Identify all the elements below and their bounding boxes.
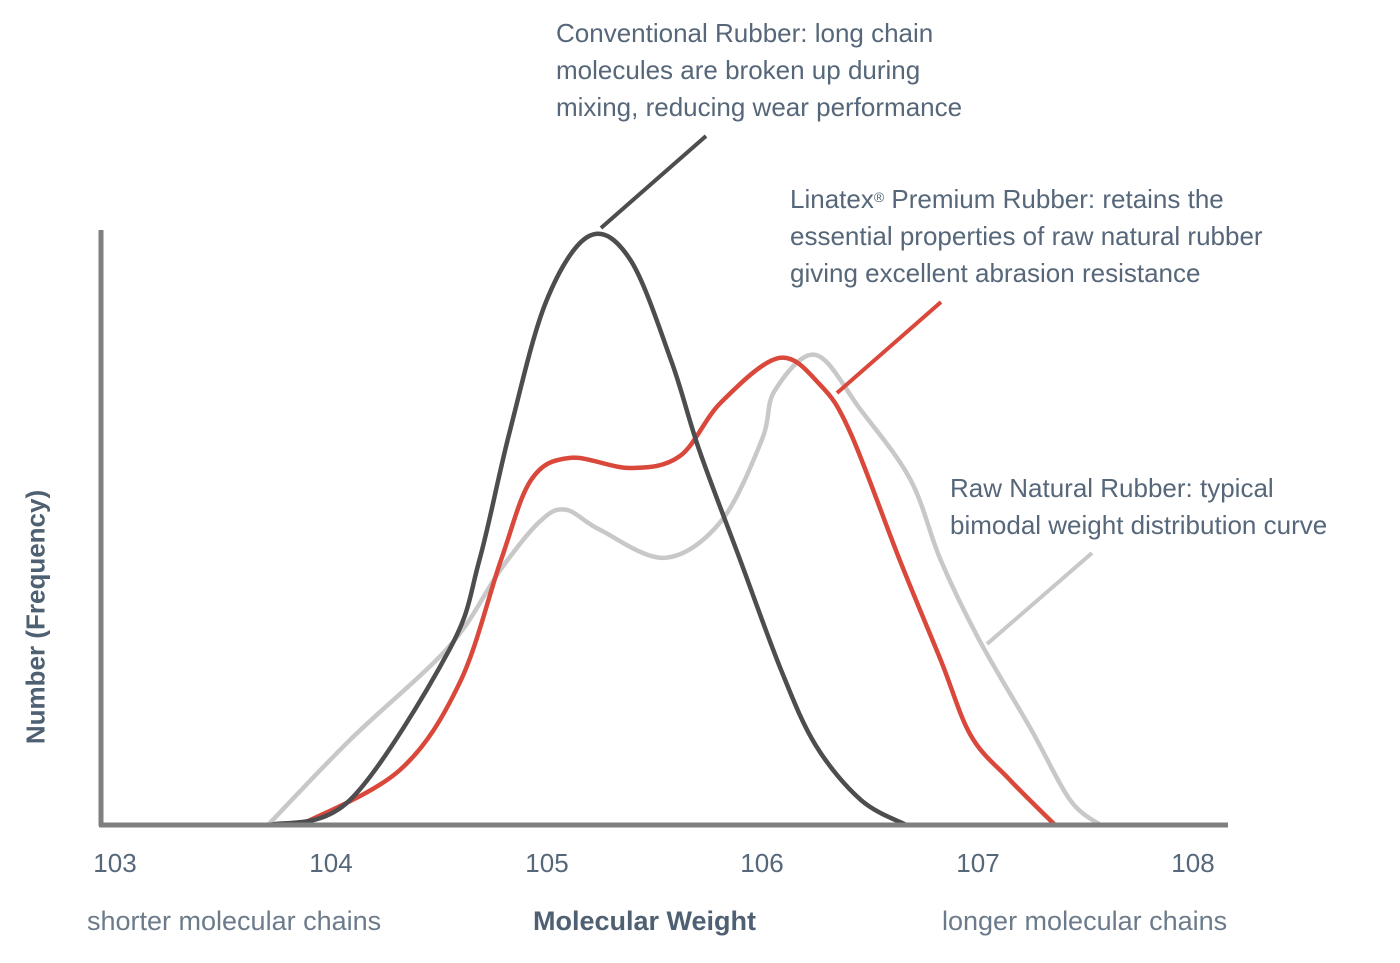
x-tick-label: 104 xyxy=(309,848,353,878)
annotation-line: molecules are broken up during xyxy=(556,55,921,85)
x-tick-label: 107 xyxy=(956,848,1000,878)
leader-raw xyxy=(985,551,1094,646)
series-line-conventional-rubber xyxy=(269,231,908,828)
series-line-linatex-premium-rubber xyxy=(299,355,1057,827)
annotation-line: giving excellent abrasion resistance xyxy=(790,258,1201,288)
annotation-line: essential properties of raw natural rubb… xyxy=(790,221,1263,251)
annotation-line: Conventional Rubber: long chain xyxy=(556,18,934,48)
x-tick-label: 105 xyxy=(525,848,569,878)
x-tick-label: 106 xyxy=(740,848,784,878)
x-left-note: shorter molecular chains xyxy=(87,906,382,936)
y-axis-title: Number (Frequency) xyxy=(20,489,51,745)
annotation-line: mixing, reducing wear performance xyxy=(556,92,963,122)
x-tick-label: 103 xyxy=(93,848,137,878)
annotation-text: Linatex xyxy=(790,184,874,214)
annotation-linatex: Linatex® Premium Rubber: retains the ess… xyxy=(790,181,1263,292)
leader-conventional xyxy=(599,134,708,230)
registered-mark: ® xyxy=(873,189,885,205)
series-line-raw-natural-rubber xyxy=(266,352,1102,827)
annotation-conventional: Conventional Rubber: long chain molecule… xyxy=(556,15,962,126)
annotation-text: Premium Rubber: retains the xyxy=(884,184,1224,214)
annotation-raw: Raw Natural Rubber: typical bimodal weig… xyxy=(950,470,1327,544)
x-tick-label: 108 xyxy=(1171,848,1215,878)
x-axis-title: Molecular Weight xyxy=(533,906,757,936)
leader-linatex xyxy=(835,300,943,395)
annotation-line: bimodal weight distribution curve xyxy=(950,510,1328,540)
x-right-note: longer molecular chains xyxy=(942,906,1228,936)
annotation-line: Raw Natural Rubber: typical xyxy=(950,473,1274,503)
